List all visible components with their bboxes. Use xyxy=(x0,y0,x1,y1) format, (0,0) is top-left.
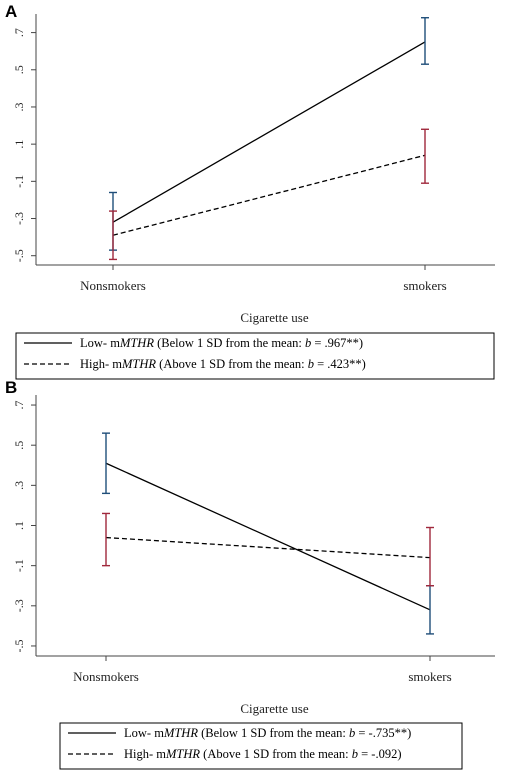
y-tick-label: -.5 xyxy=(12,249,26,262)
error-bar-low xyxy=(102,432,110,495)
y-tick-label: -.3 xyxy=(12,599,26,612)
y-tick-label: .7 xyxy=(12,401,26,410)
x-tick-label: Nonsmokers xyxy=(73,669,139,684)
legend: Low- mMTHR (Below 1 SD from the mean: b … xyxy=(59,722,463,770)
y-tick-label: .1 xyxy=(12,521,26,530)
panel-letter: B xyxy=(5,378,17,397)
panel-a: A .7 .5 .3 .1 -.1 -.3 -.5 Nonsmokers smokers Cigar… xyxy=(5,2,495,380)
y-tick-label: .3 xyxy=(12,481,26,490)
y-tick-label: -.1 xyxy=(12,559,26,572)
y-tick-label: .1 xyxy=(12,140,26,149)
panel-letter: A xyxy=(5,2,17,21)
error-bar-low xyxy=(426,585,434,635)
y-tick-label: -.1 xyxy=(12,175,26,188)
y-tick-label: .3 xyxy=(12,102,26,111)
x-tick-label: smokers xyxy=(408,669,451,684)
error-bar-high xyxy=(102,512,110,567)
error-bar-high xyxy=(109,210,117,261)
y-tick-label: -.5 xyxy=(12,639,26,652)
legend-entry: Low- mMTHR (Below 1 SD from the mean: b … xyxy=(124,726,411,740)
legend-entry: High- mMTHR (Above 1 SD from the mean: b… xyxy=(124,747,402,761)
x-tick-label: smokers xyxy=(403,278,446,293)
series-line-low xyxy=(112,41,426,223)
x-axis-title: Cigarette use xyxy=(240,310,308,325)
y-tick-label: .5 xyxy=(12,441,26,450)
error-bar-low xyxy=(421,17,429,65)
legend-entry: High- mMTHR (Above 1 SD from the mean: b… xyxy=(80,357,366,371)
series-line-high xyxy=(112,154,426,236)
legend-box xyxy=(15,332,495,380)
x-axis-title: Cigarette use xyxy=(240,701,308,716)
y-tick-label: .5 xyxy=(12,65,26,74)
legend: Low- mMTHR (Below 1 SD from the mean: b … xyxy=(15,332,495,380)
error-bar-high xyxy=(421,128,429,184)
panel-b: B .7 .5 .3 .1 -.1 -.3 -.5 Nonsmokers smokers Cigar… xyxy=(5,378,495,770)
y-tick-label: .7 xyxy=(12,28,26,37)
series-line-high xyxy=(105,536,431,559)
error-bar-high xyxy=(426,526,434,587)
x-tick-label: Nonsmokers xyxy=(80,278,146,293)
y-tick-label: -.3 xyxy=(12,212,26,225)
legend-entry: Low- mMTHR (Below 1 SD from the mean: b … xyxy=(80,336,363,350)
series-line-low xyxy=(105,462,431,611)
legend-box xyxy=(59,722,463,770)
